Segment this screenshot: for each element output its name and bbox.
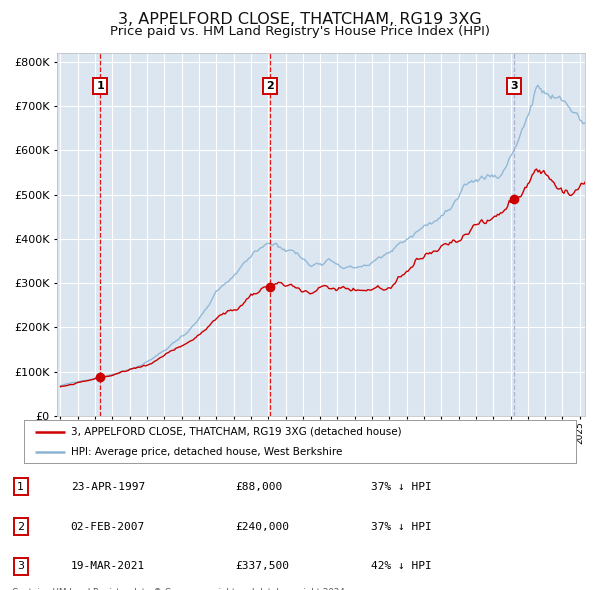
Text: £337,500: £337,500 — [235, 562, 289, 572]
Text: 3, APPELFORD CLOSE, THATCHAM, RG19 3XG: 3, APPELFORD CLOSE, THATCHAM, RG19 3XG — [118, 12, 482, 27]
Text: 37% ↓ HPI: 37% ↓ HPI — [371, 481, 431, 491]
Text: 2: 2 — [266, 81, 274, 91]
Text: £88,000: £88,000 — [235, 481, 283, 491]
Text: 3: 3 — [17, 562, 24, 572]
Text: 1: 1 — [97, 81, 104, 91]
Text: £240,000: £240,000 — [235, 522, 289, 532]
Text: 37% ↓ HPI: 37% ↓ HPI — [371, 522, 431, 532]
Text: HPI: Average price, detached house, West Berkshire: HPI: Average price, detached house, West… — [71, 447, 342, 457]
Text: 19-MAR-2021: 19-MAR-2021 — [71, 562, 145, 572]
Text: 42% ↓ HPI: 42% ↓ HPI — [371, 562, 431, 572]
Text: 3: 3 — [511, 81, 518, 91]
Text: Price paid vs. HM Land Registry's House Price Index (HPI): Price paid vs. HM Land Registry's House … — [110, 25, 490, 38]
Text: 3, APPELFORD CLOSE, THATCHAM, RG19 3XG (detached house): 3, APPELFORD CLOSE, THATCHAM, RG19 3XG (… — [71, 427, 401, 437]
Text: 23-APR-1997: 23-APR-1997 — [71, 481, 145, 491]
Text: Contains HM Land Registry data © Crown copyright and database right 2024.
This d: Contains HM Land Registry data © Crown c… — [12, 588, 347, 590]
Text: 2: 2 — [17, 522, 24, 532]
Text: 1: 1 — [17, 481, 24, 491]
Text: 02-FEB-2007: 02-FEB-2007 — [71, 522, 145, 532]
